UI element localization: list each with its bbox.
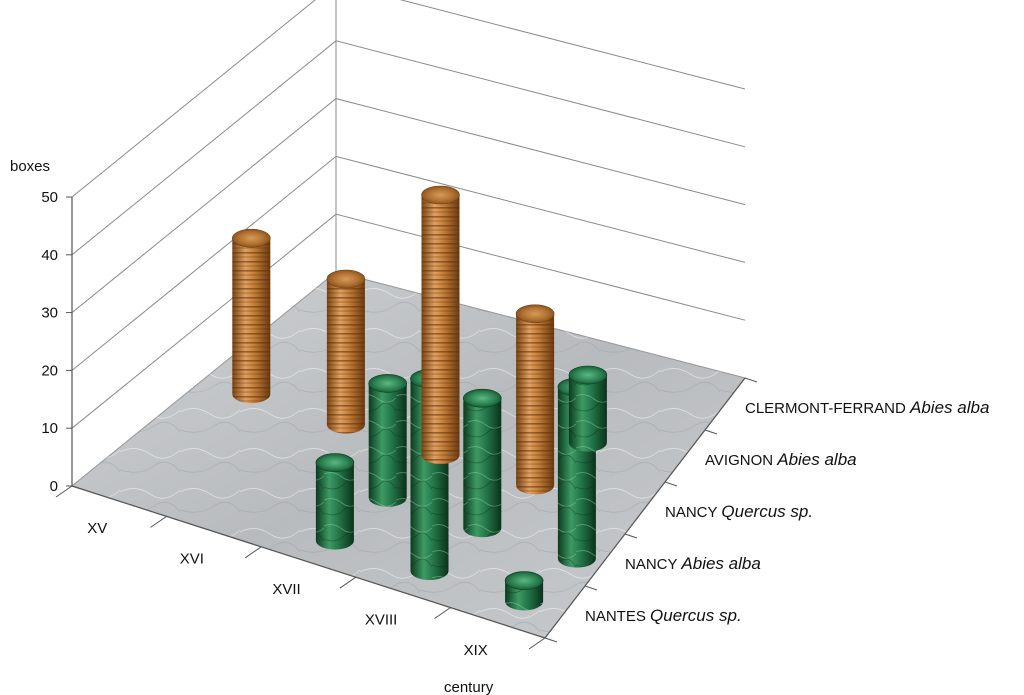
bar-top <box>326 269 366 289</box>
floor-texture <box>72 272 745 638</box>
y-tick-label: 40 <box>41 247 58 264</box>
series-axis: NANTES Quercus sp. NANCY Abies alba NANCY … <box>544 377 989 643</box>
bar-top <box>315 453 355 472</box>
bar-top <box>232 228 271 248</box>
bar <box>315 453 355 550</box>
series-tick-mark <box>544 637 558 643</box>
bar-top <box>368 374 408 393</box>
bar <box>232 228 271 404</box>
bar-texture <box>463 398 502 538</box>
series-label: NANCY Quercus sp. <box>665 502 813 521</box>
bar-texture <box>568 375 607 452</box>
bar-top <box>515 304 555 324</box>
gridline <box>71 40 746 256</box>
x-tick-label: XVI <box>180 551 204 568</box>
y-tick-label: 0 <box>50 478 58 495</box>
bar <box>368 374 408 507</box>
bar <box>504 571 544 611</box>
bar <box>568 365 608 452</box>
series-label: CLERMONT-FERRAND Abies alba <box>745 398 989 417</box>
bar <box>326 269 366 434</box>
bar-top <box>421 185 460 205</box>
gridline <box>71 98 746 313</box>
series-axis-line <box>544 377 746 639</box>
series-tick-mark <box>664 481 678 487</box>
gridline <box>71 0 746 198</box>
bar-top <box>568 365 608 385</box>
x-tick-mark <box>55 485 73 498</box>
y-tick-label: 30 <box>41 305 58 322</box>
series-tick-mark <box>704 429 718 435</box>
x-tick-label: XIX <box>464 642 488 659</box>
x-tick-mark <box>434 607 451 620</box>
bar-top <box>462 388 502 408</box>
x-tick-mark <box>339 576 357 589</box>
y-tick-label: 50 <box>41 189 58 206</box>
series-tick-mark <box>744 377 758 383</box>
y-tick-label: 10 <box>41 420 58 437</box>
bar <box>515 304 555 495</box>
bar-texture <box>315 462 354 550</box>
series-tick-mark <box>584 585 598 591</box>
series-label: NANTES Quercus sp. <box>585 606 742 625</box>
x-axis: XV XVI XVII XVIII XIX <box>55 485 546 659</box>
bar-texture <box>421 195 460 464</box>
y-tick-label: 20 <box>41 362 58 379</box>
x-tick-label: XVIII <box>365 611 398 628</box>
bar-top <box>504 571 544 590</box>
x-tick-mark <box>528 637 546 650</box>
series-tick-mark <box>624 533 638 539</box>
x-tick-mark <box>244 546 262 559</box>
bar-texture <box>368 383 407 507</box>
x-tick-label: XV <box>87 520 107 537</box>
series-label: NANCY Abies alba <box>625 554 761 573</box>
bar-texture <box>326 279 365 434</box>
series-label: AVIGNON Abies alba <box>705 450 857 469</box>
y-axis-title: boxes <box>10 158 50 175</box>
bar <box>421 185 460 464</box>
y-axis: 0 10 20 30 40 50 <box>41 189 73 495</box>
bar-texture <box>232 238 271 404</box>
chart-floor <box>70 271 746 639</box>
x-axis-title: century <box>444 679 494 695</box>
x-tick-mark <box>150 515 167 528</box>
bar <box>462 388 502 538</box>
bar-texture <box>516 313 555 495</box>
x-axis-line <box>71 485 546 639</box>
bars <box>232 185 608 611</box>
x-tick-label: XVII <box>272 581 300 598</box>
